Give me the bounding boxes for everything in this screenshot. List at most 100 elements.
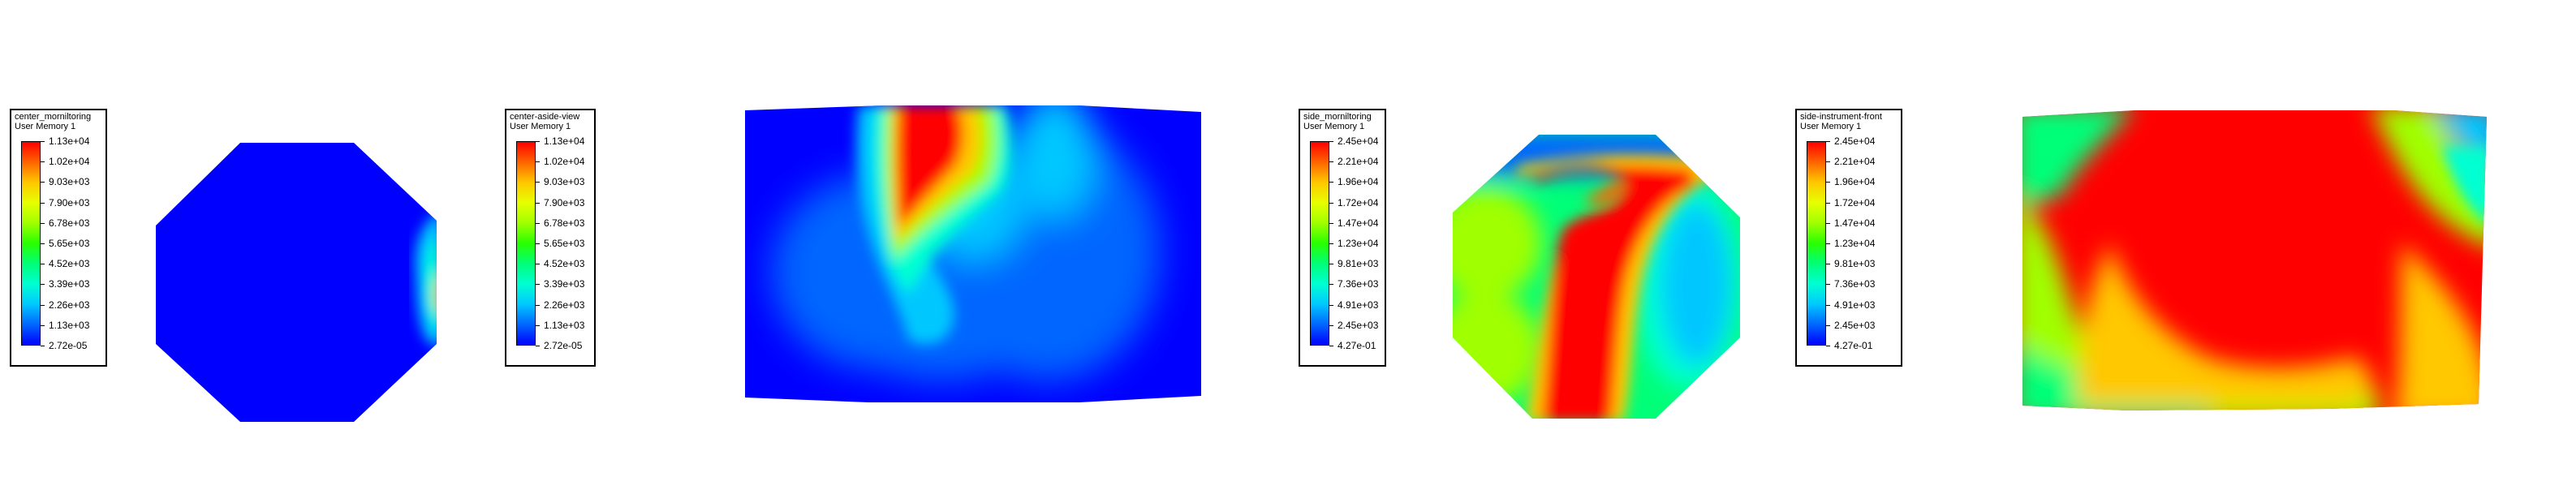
colorbar-tick bbox=[1329, 161, 1333, 163]
legend-subtitle: User Memory 1 bbox=[1303, 122, 1365, 131]
colorbar-tick-label: 6.78e+03 bbox=[49, 217, 90, 229]
colorbar-tick-label: 1.72e+04 bbox=[1338, 196, 1379, 208]
contour-plot-center-aside-view bbox=[745, 105, 1201, 402]
colorbar-tick bbox=[1826, 222, 1830, 224]
colorbar-legend-side-instrument-front: side-instrument-front User Memory 1 2.45… bbox=[1795, 109, 1902, 367]
colorbar-tick-label: 2.45e+03 bbox=[1338, 319, 1379, 331]
colorbar-tick-label: 2.26e+03 bbox=[49, 299, 90, 311]
colorbar-tick-label: 5.65e+03 bbox=[544, 238, 585, 249]
colorbar-tick bbox=[41, 222, 45, 224]
colorbar-tick-label: 1.13e+03 bbox=[49, 319, 90, 331]
colorbar-tick-label: 4.52e+03 bbox=[49, 258, 90, 270]
colorbar-tick bbox=[1329, 202, 1333, 204]
colorbar-tick-label: 1.13e+04 bbox=[49, 135, 90, 147]
colorbar-tick-label: 4.91e+03 bbox=[1834, 299, 1876, 311]
colorbar-tick-label: 3.39e+03 bbox=[49, 278, 90, 290]
colorbar-tick-label: 1.96e+04 bbox=[1338, 176, 1379, 188]
colorbar-tick bbox=[1826, 202, 1830, 204]
colorbar-tick-label: 1.02e+04 bbox=[49, 156, 90, 168]
colorbar-tick-label: 9.81e+03 bbox=[1338, 258, 1379, 270]
colorbar-legend-side-monitoring: side_morniltoring User Memory 1 2.45e+04… bbox=[1299, 109, 1386, 367]
colorbar-tick bbox=[536, 304, 540, 306]
colorbar-tick bbox=[1329, 182, 1333, 183]
colorbar-tick bbox=[1826, 324, 1830, 326]
legend-subtitle: User Memory 1 bbox=[1800, 122, 1862, 131]
legend-title: side-instrument-front bbox=[1800, 112, 1882, 122]
colorbar-tick bbox=[1329, 243, 1333, 244]
colorbar-tick-label: 3.39e+03 bbox=[544, 278, 585, 290]
colorbar-tick bbox=[41, 202, 45, 204]
colorbar-tick-label: 2.21e+04 bbox=[1834, 156, 1876, 168]
contour-plot-center-monitoring bbox=[156, 143, 437, 422]
colorbar-tick-label: 2.45e+04 bbox=[1834, 135, 1876, 147]
colorbar-tick-label: 7.90e+03 bbox=[49, 196, 90, 208]
colorbar-tick-label: 1.13e+03 bbox=[544, 319, 585, 331]
colorbar-tick-label: 9.03e+03 bbox=[49, 176, 90, 188]
colorbar-tick bbox=[1826, 161, 1830, 163]
colorbar-tick bbox=[536, 202, 540, 204]
colorbar-tick-label: 4.27e-01 bbox=[1338, 340, 1376, 351]
legend-title: side_morniltoring bbox=[1303, 112, 1372, 122]
colorbar-tick bbox=[1329, 141, 1333, 142]
colorbar-tick-label: 9.03e+03 bbox=[544, 176, 585, 188]
colorbar-tick bbox=[536, 141, 540, 142]
contour-plot-side-instrument-front bbox=[2022, 110, 2487, 410]
colorbar-tick-label: 1.13e+04 bbox=[544, 135, 585, 147]
colorbar-tick bbox=[41, 284, 45, 286]
colorbar-tick-label: 2.21e+04 bbox=[1338, 156, 1379, 168]
colorbar-tick bbox=[1329, 284, 1333, 286]
colorbar-tick-label: 1.47e+04 bbox=[1338, 217, 1379, 229]
colorbar-tick-label: 1.02e+04 bbox=[544, 156, 585, 168]
legend-title: center-aside-view bbox=[510, 112, 580, 122]
colorbar-tick-label: 1.72e+04 bbox=[1834, 196, 1876, 208]
colorbar-gradient bbox=[516, 141, 536, 346]
colorbar-tick bbox=[536, 284, 540, 286]
colorbar-tick-label: 1.23e+04 bbox=[1834, 238, 1876, 249]
colorbar-tick-label: 9.81e+03 bbox=[1834, 258, 1876, 270]
colorbar-tick-label: 4.52e+03 bbox=[544, 258, 585, 270]
legend-subtitle: User Memory 1 bbox=[15, 122, 76, 131]
legend-title: center_morniltoring bbox=[15, 112, 92, 122]
colorbar-tick bbox=[536, 182, 540, 183]
colorbar-tick bbox=[1329, 222, 1333, 224]
colorbar-gradient bbox=[21, 141, 41, 346]
colorbar-tick bbox=[536, 243, 540, 244]
colorbar-tick bbox=[1826, 304, 1830, 306]
colorbar-tick bbox=[1329, 324, 1333, 326]
colorbar-tick-label: 4.27e-01 bbox=[1834, 340, 1873, 351]
colorbar-tick-label: 2.45e+04 bbox=[1338, 135, 1379, 147]
colorbar-tick-label: 2.26e+03 bbox=[544, 299, 585, 311]
colorbar-gradient bbox=[1310, 141, 1329, 346]
colorbar-tick-label: 2.72e-05 bbox=[49, 340, 88, 351]
colorbar-tick-label: 1.47e+04 bbox=[1834, 217, 1876, 229]
colorbar-tick bbox=[536, 222, 540, 224]
colorbar-tick bbox=[1826, 182, 1830, 183]
colorbar-legend-center-monitoring: center_morniltoring User Memory 1 1.13e+… bbox=[10, 109, 107, 367]
colorbar-tick bbox=[41, 182, 45, 183]
colorbar-tick bbox=[41, 243, 45, 244]
colorbar-gradient bbox=[1807, 141, 1826, 346]
colorbar-tick-label: 1.96e+04 bbox=[1834, 176, 1876, 188]
colorbar-tick bbox=[41, 161, 45, 163]
contour-plot-side-monitoring bbox=[1453, 135, 1740, 419]
colorbar-tick bbox=[41, 304, 45, 306]
colorbar-tick bbox=[41, 324, 45, 326]
colorbar-tick-label: 4.91e+03 bbox=[1338, 299, 1379, 311]
colorbar-tick bbox=[1826, 141, 1830, 142]
colorbar-tick-label: 6.78e+03 bbox=[544, 217, 585, 229]
colorbar-tick bbox=[1826, 243, 1830, 244]
colorbar-legend-center-aside-view: center-aside-view User Memory 1 1.13e+04… bbox=[505, 109, 596, 367]
colorbar-tick-label: 2.72e-05 bbox=[544, 340, 583, 351]
colorbar-tick-label: 7.36e+03 bbox=[1834, 278, 1876, 290]
colorbar-tick-label: 7.90e+03 bbox=[544, 196, 585, 208]
colorbar-tick bbox=[41, 141, 45, 142]
colorbar-tick-label: 7.36e+03 bbox=[1338, 278, 1379, 290]
legend-subtitle: User Memory 1 bbox=[510, 122, 571, 131]
colorbar-tick-label: 2.45e+03 bbox=[1834, 319, 1876, 331]
colorbar-tick bbox=[536, 324, 540, 326]
colorbar-tick-label: 1.23e+04 bbox=[1338, 238, 1379, 249]
colorbar-tick bbox=[1826, 284, 1830, 286]
colorbar-tick-label: 5.65e+03 bbox=[49, 238, 90, 249]
colorbar-tick bbox=[1329, 304, 1333, 306]
